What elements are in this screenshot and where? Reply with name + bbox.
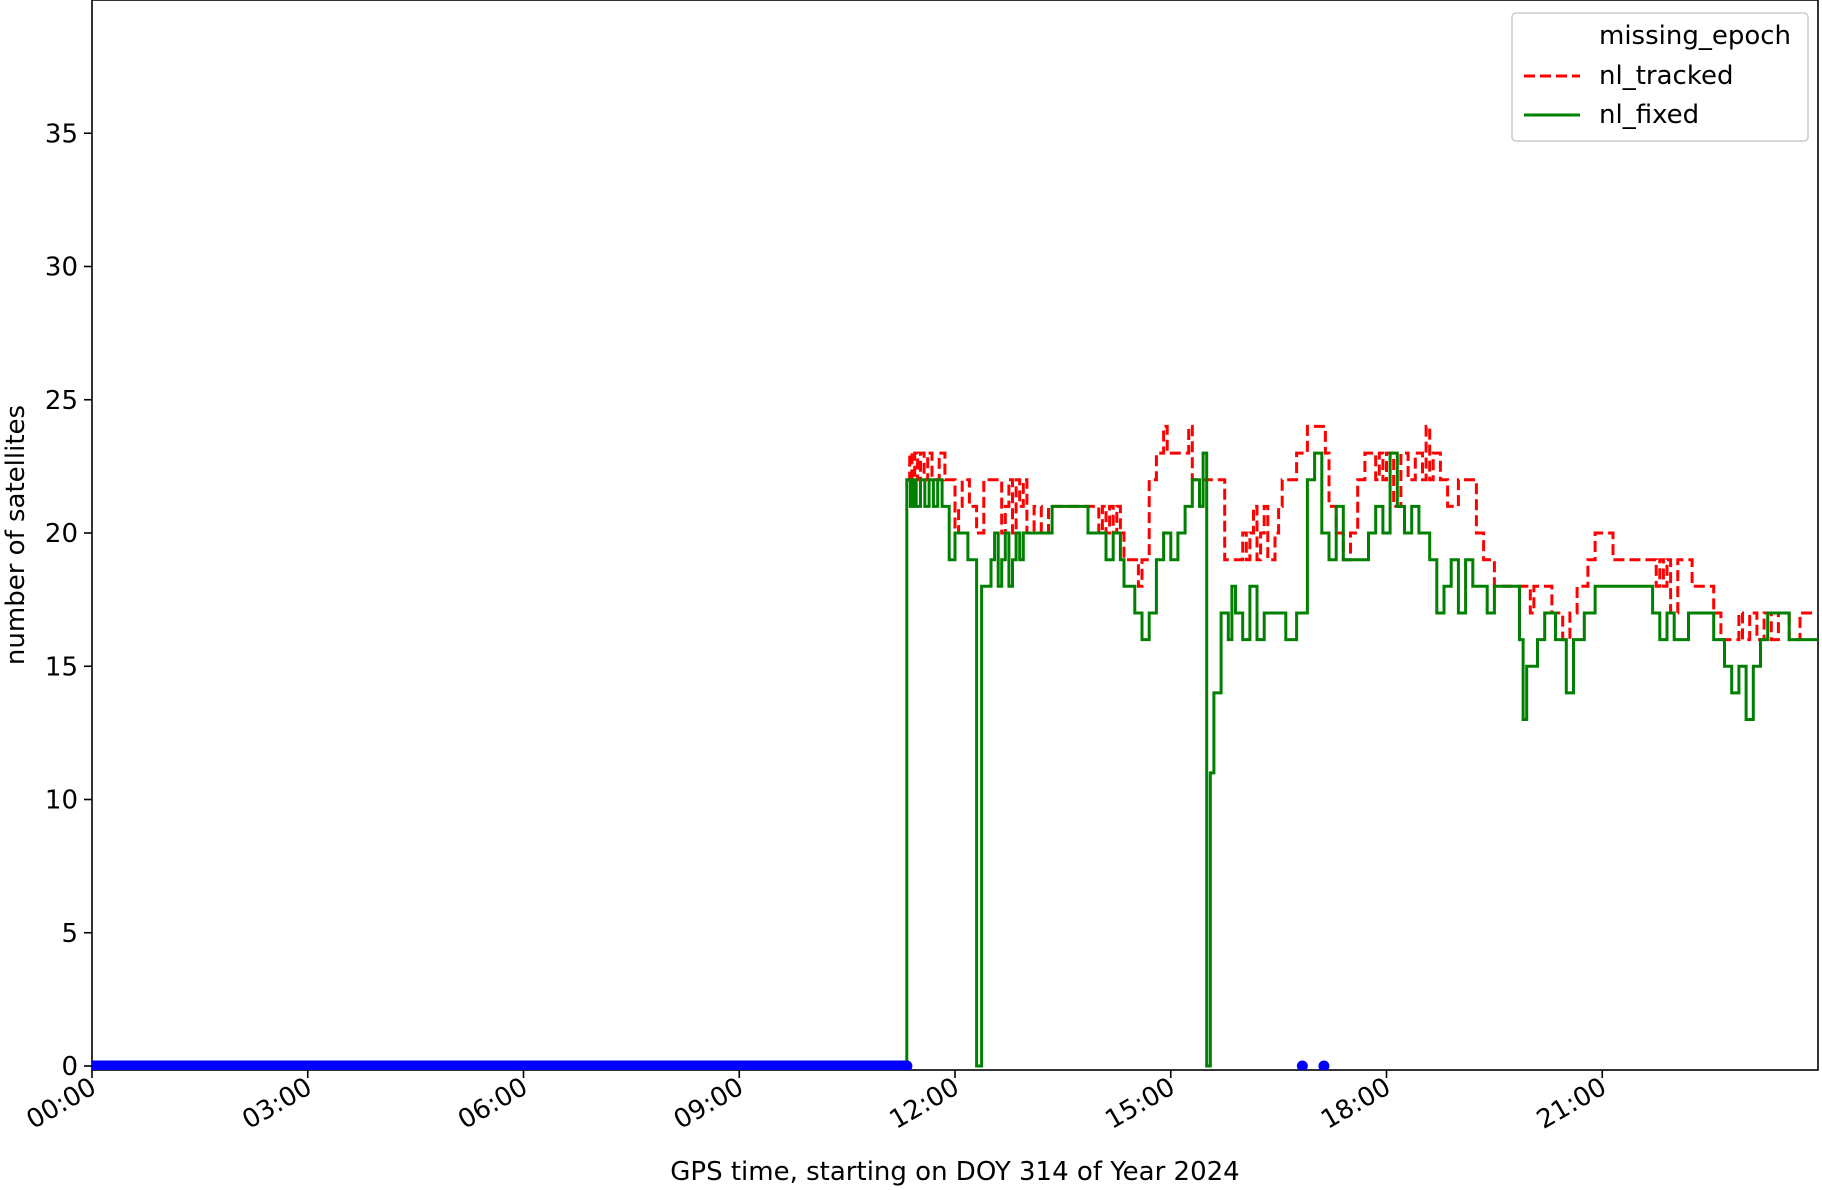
x-tick-label: 18:00 (1316, 1072, 1396, 1135)
x-tick-label: 12:00 (885, 1072, 965, 1135)
x-tick-label: 15:00 (1100, 1072, 1180, 1135)
x-tick-label: 09:00 (669, 1072, 749, 1135)
y-tick-label: 0 (61, 1052, 78, 1082)
series-missing-epoch-point (1296, 1060, 1308, 1070)
y-tick-label: 5 (61, 919, 78, 949)
y-tick-label: 35 (45, 119, 78, 149)
series-layer (92, 424, 1818, 1070)
y-axis-label: number of satellites (1, 405, 31, 665)
y-tick-label: 15 (45, 652, 78, 682)
legend-label-nl-tracked: nl_tracked (1599, 61, 1733, 91)
x-tick-label: 21:00 (1532, 1072, 1612, 1135)
y-tick-label: 20 (45, 519, 78, 549)
legend: missing_epoch nl_tracked nl_fixed (1511, 12, 1809, 142)
legend-label-nl-fixed: nl_fixed (1599, 100, 1699, 130)
series-missing-epoch-point (1318, 1060, 1330, 1070)
legend-label-missing-epoch: missing_epoch (1599, 21, 1791, 51)
x-tick-label: 03:00 (237, 1072, 317, 1135)
x-tick-label: 06:00 (453, 1072, 533, 1135)
series-nl-tracked-line (906, 424, 1818, 642)
series-group (92, 424, 1818, 1070)
series-nl-fixed-line (905, 451, 1818, 1068)
y-tick-label: 25 (45, 386, 78, 416)
legend-box (1511, 12, 1809, 142)
y-tick-label: 10 (45, 786, 78, 816)
series-missing-epoch-point (901, 1060, 913, 1070)
x-axis-label: GPS time, starting on DOY 314 of Year 20… (670, 1157, 1239, 1187)
y-tick-label: 30 (45, 253, 78, 283)
